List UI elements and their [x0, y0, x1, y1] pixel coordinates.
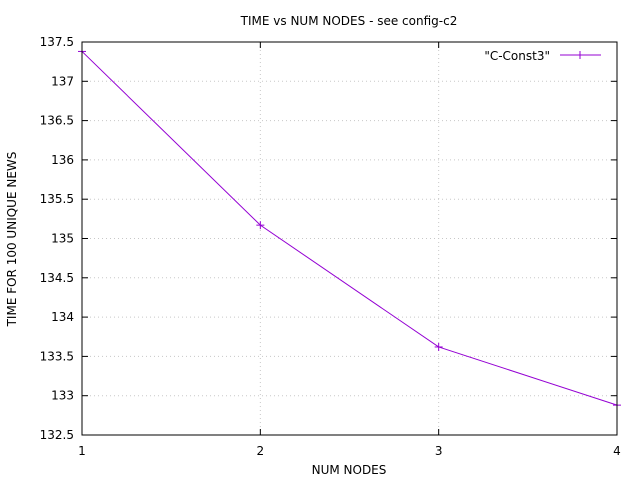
x-tick-label: 1: [78, 444, 86, 458]
y-axis: 132.5 133 133.5 134 134.5 135 135.5 136 136.5 137…: [40, 35, 617, 442]
y-tick-label: 135: [51, 232, 74, 246]
y-tick-label: 137.5: [40, 35, 74, 49]
grid-lines: [82, 42, 617, 435]
y-tick-label: 133: [51, 389, 74, 403]
data-point-marker: [256, 221, 265, 230]
y-tick-label: 136.5: [40, 114, 74, 128]
legend-marker: [576, 51, 584, 59]
x-axis-title: NUM NODES: [312, 463, 387, 477]
x-tick-label: 4: [613, 444, 621, 458]
x-axis: 1 2 3 4: [78, 42, 621, 458]
y-tick-label: 134.5: [40, 271, 74, 285]
x-tick-label: 3: [435, 444, 443, 458]
y-tick-label: 134: [51, 310, 74, 324]
legend-label: "C-Const3": [484, 49, 550, 63]
y-tick-label: 137: [51, 74, 74, 88]
data-point-marker: [434, 342, 443, 351]
legend: "C-Const3": [484, 49, 601, 63]
y-tick-label: 136: [51, 153, 74, 167]
y-axis-title: TIME FOR 100 UNIQUE NEWS: [5, 152, 19, 328]
x-tick-label: 2: [257, 444, 265, 458]
series-layer: [78, 47, 621, 410]
y-tick-label: 133.5: [40, 349, 74, 363]
chart-title: TIME vs NUM NODES - see config-c2: [240, 14, 458, 28]
y-tick-label: 132.5: [40, 428, 74, 442]
series-line: [81, 51, 618, 406]
y-tick-label: 135.5: [40, 192, 74, 206]
